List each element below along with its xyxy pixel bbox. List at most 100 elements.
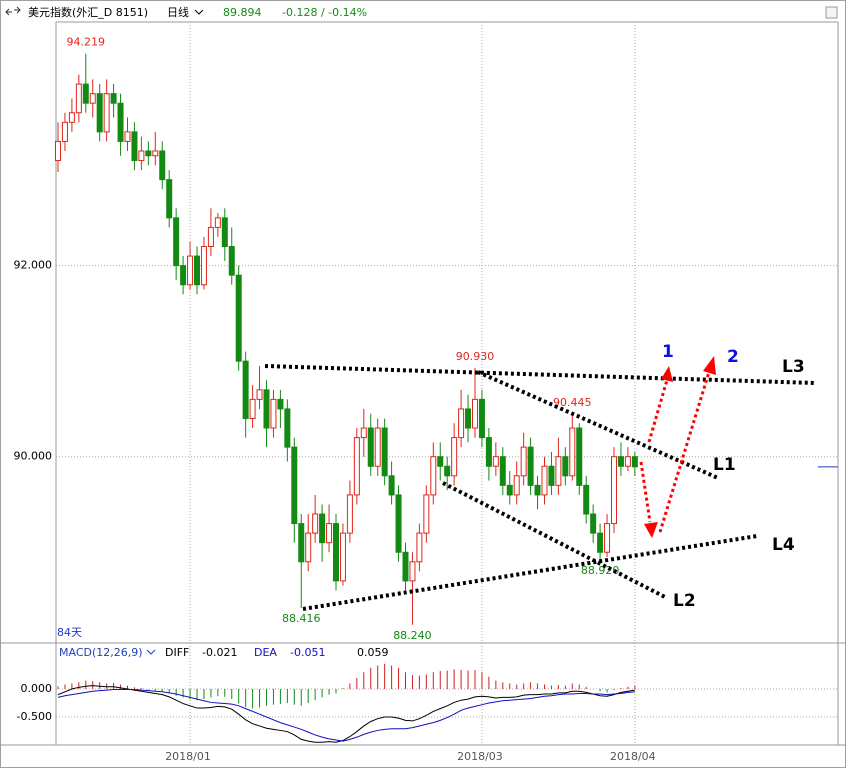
extreme-label: 88.416 — [282, 612, 321, 625]
candle-body — [576, 427, 583, 486]
candle-body — [270, 398, 277, 429]
extreme-label: 88.920 — [581, 564, 620, 577]
candle-body — [68, 112, 75, 123]
last-price: 89.894 — [223, 6, 262, 19]
candle-body — [75, 83, 82, 114]
x-tick-label: 2018/04 — [610, 750, 656, 763]
extreme-label: 90.445 — [553, 396, 592, 409]
candle-body — [604, 523, 611, 553]
trend-label: L3 — [782, 357, 805, 377]
arrow-head — [703, 356, 716, 375]
legend-dea: DEA — [254, 646, 277, 659]
legend-dea-value: -0.051 — [290, 646, 325, 659]
candle-body — [381, 427, 388, 477]
candle-body — [395, 494, 402, 553]
candle-body — [200, 246, 207, 286]
trend-line — [264, 364, 816, 385]
candle-body — [499, 456, 506, 486]
x-tick-label: 2018/01 — [165, 750, 211, 763]
candle-body — [527, 446, 534, 486]
candle-body — [256, 389, 263, 400]
arrow — [658, 371, 711, 533]
candle-body — [611, 456, 617, 525]
y-tick-label: -0.500 — [17, 710, 52, 723]
candle-body — [534, 484, 541, 496]
candle-body — [430, 456, 437, 496]
candle-body — [437, 456, 444, 467]
extreme-label: 94.219 — [67, 36, 106, 49]
arrow-head — [644, 522, 658, 538]
candle-body — [548, 465, 555, 486]
grid — [56, 22, 838, 745]
candle-body — [492, 456, 499, 467]
candle-body — [360, 427, 367, 439]
y-tick-label: 90.000 — [14, 450, 53, 463]
header: 美元指数(外汇_D 8151) 日线 89.894 -0.128 / -0.14… — [5, 5, 838, 19]
candle-body — [187, 255, 194, 286]
instrument-title[interactable]: 美元指数(外汇_D 8151) — [28, 5, 148, 19]
legend-diff: DIFF — [165, 646, 189, 659]
candle-body — [89, 93, 96, 104]
candle-body — [55, 140, 61, 162]
candle-body — [624, 456, 631, 467]
candle-body — [346, 494, 353, 534]
candle-body — [541, 465, 548, 496]
period-selector[interactable]: 日线 — [167, 5, 189, 19]
macd-title[interactable]: MACD(12,26,9) — [59, 646, 143, 659]
candle-body — [249, 398, 256, 419]
trend-line — [302, 534, 758, 611]
dropdown-icon[interactable] — [146, 649, 156, 655]
arrow-label: 1 — [662, 342, 674, 362]
candle-body — [221, 217, 228, 248]
legend-macd-value: 0.059 — [357, 646, 389, 659]
candle-body — [465, 408, 472, 429]
candle-body — [103, 93, 110, 133]
candle-body — [61, 121, 68, 142]
link-icon[interactable] — [5, 6, 21, 16]
candle-body — [513, 475, 520, 496]
candle-body — [173, 217, 180, 267]
extreme-label: 90.930 — [456, 350, 495, 363]
candle-body — [353, 437, 360, 496]
candle-body — [416, 532, 423, 563]
candle-body — [583, 484, 590, 515]
candle-body — [194, 255, 200, 286]
candle-body — [423, 494, 430, 534]
y-tick-label: 92.000 — [14, 259, 53, 272]
candle-body — [388, 475, 395, 496]
period-count: 84天 — [57, 626, 82, 639]
candle-body — [242, 360, 249, 419]
candle-body — [569, 427, 576, 477]
candle-body — [312, 513, 319, 534]
candle-body — [131, 131, 138, 162]
candle-body — [117, 102, 124, 142]
extreme-label: 88.240 — [393, 629, 432, 642]
candle-body — [472, 398, 478, 429]
candle-body — [319, 513, 326, 544]
candle-body — [631, 456, 638, 468]
macd-panel: 0.000 -0.500 — [17, 663, 636, 743]
candle-body — [235, 274, 242, 362]
candle-body — [82, 83, 89, 104]
candle-body — [180, 265, 187, 286]
candle-body — [326, 523, 333, 544]
candle-body — [145, 150, 152, 157]
x-tick-label: 2018/03 — [457, 750, 503, 763]
candle-body — [284, 408, 291, 448]
price-panel: 90.000 92.000 2018/01 2018/03 2018/04 94.219 9… — [14, 36, 838, 763]
candle-body — [444, 465, 451, 477]
candle-body — [159, 150, 166, 181]
candle-body — [305, 532, 312, 563]
candle-body — [506, 484, 513, 496]
candle-body — [562, 456, 569, 477]
y-tick-label: 0.000 — [21, 682, 53, 695]
candle-body — [333, 523, 339, 582]
candle-body — [277, 398, 284, 410]
candle-body — [214, 217, 221, 228]
candle-body — [298, 523, 305, 563]
dropdown-icon[interactable] — [194, 9, 204, 15]
legend-diff-value: -0.021 — [202, 646, 237, 659]
candle-body — [590, 513, 597, 534]
close-box[interactable] — [825, 6, 838, 19]
candle-body — [263, 389, 270, 429]
